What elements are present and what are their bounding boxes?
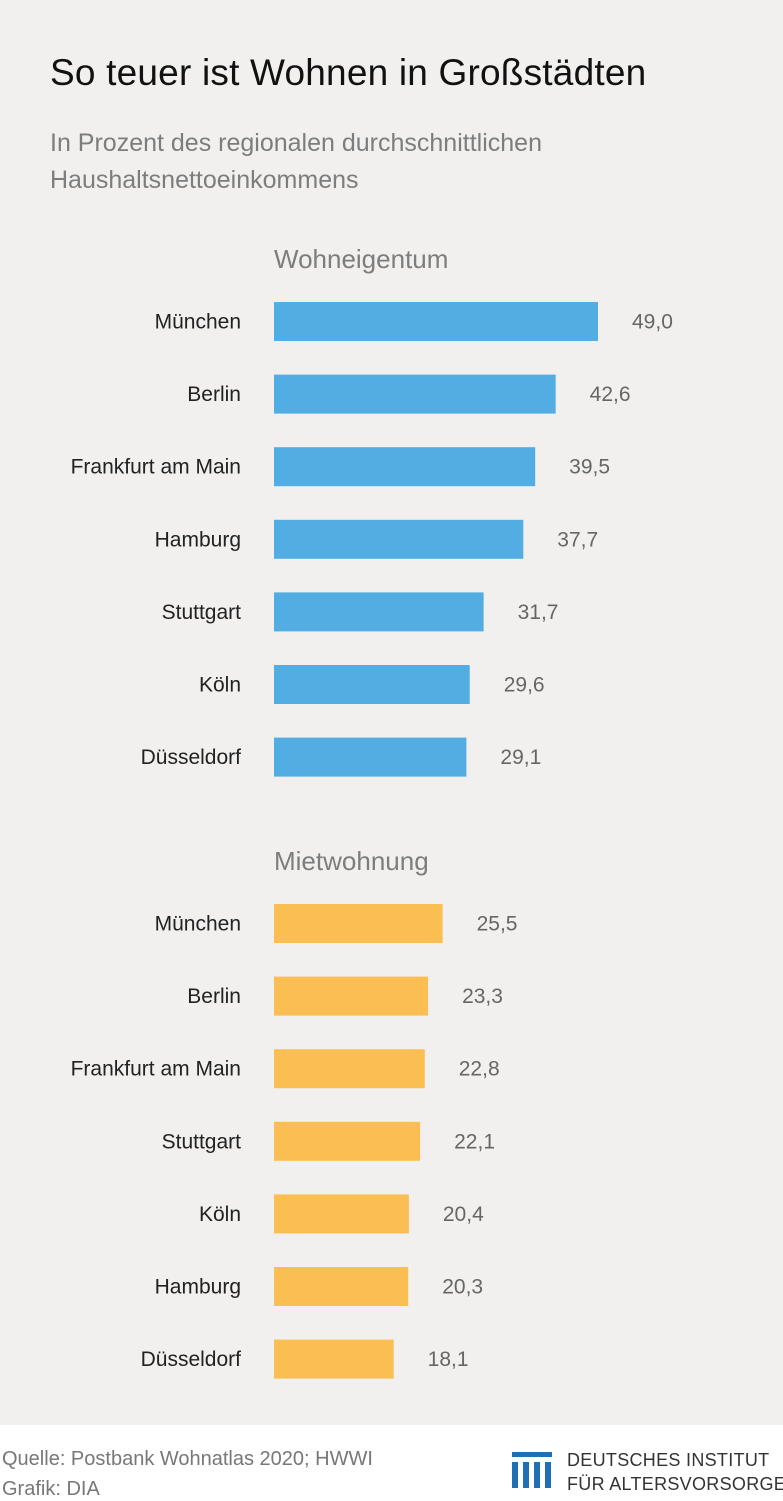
value-label: 20,3 (442, 1276, 483, 1299)
value-label: 31,7 (518, 601, 559, 624)
value-label: 37,7 (557, 528, 598, 551)
bar-charts: Wohneigentum München 49,0 Berlin 42,6 Frankfu… (71, 244, 673, 1379)
dia-logo-icon (512, 1452, 552, 1488)
bar (274, 1194, 409, 1234)
source-text: Quelle: Postbank Wohnatlas 2020; HWWI (2, 1448, 373, 1470)
bar (274, 302, 598, 341)
category-label: Stuttgart (162, 601, 242, 624)
chart-title: So teuer ist Wohnen in Großstädten (50, 52, 647, 93)
category-label: Berlin (187, 985, 241, 1008)
category-label: Hamburg (155, 1276, 241, 1299)
bar (274, 1049, 425, 1089)
chart-canvas (0, 0, 783, 1425)
bar (274, 592, 484, 632)
value-label: 18,1 (428, 1348, 469, 1371)
category-label: Berlin (187, 383, 241, 406)
bar (274, 904, 443, 943)
bar (274, 1339, 394, 1379)
category-label: Hamburg (155, 528, 241, 551)
category-label: Köln (199, 1203, 241, 1226)
category-label: Köln (199, 674, 241, 697)
footer (0, 1425, 783, 1500)
bar (274, 519, 524, 559)
category-label: Frankfurt am Main (71, 1058, 241, 1081)
value-label: 42,6 (590, 383, 631, 406)
bar (274, 374, 556, 414)
value-label: 20,4 (443, 1203, 484, 1226)
credit-text: Grafik: DIA (2, 1478, 100, 1500)
value-label: 25,5 (477, 913, 518, 936)
value-label: 29,6 (504, 674, 545, 697)
value-label: 22,1 (454, 1130, 495, 1153)
bar (274, 976, 429, 1016)
value-label: 39,5 (569, 456, 610, 479)
brand-line-2: FÜR ALTERSVORSORGE (567, 1474, 783, 1494)
category-label: München (155, 913, 241, 936)
bar (274, 665, 470, 704)
category-label: Frankfurt am Main (71, 456, 241, 479)
chart-subtitle: In Prozent des regionalen durchschnittli… (50, 129, 542, 194)
bar (274, 737, 467, 777)
category-label: München (155, 311, 241, 334)
value-label: 22,8 (459, 1058, 500, 1081)
bar (274, 1267, 409, 1306)
section-title-wohneigentum: Wohneigentum (274, 244, 448, 274)
category-label: Düsseldorf (141, 1348, 242, 1371)
bar (274, 1121, 421, 1161)
category-label: Düsseldorf (141, 746, 242, 769)
section-title-mietwohnung: Mietwohnung (274, 846, 429, 876)
value-label: 23,3 (462, 985, 503, 1008)
brand-line-1: DEUTSCHES INSTITUT (567, 1450, 770, 1470)
value-label: 29,1 (500, 746, 541, 769)
bar (274, 447, 536, 487)
category-label: Stuttgart (162, 1130, 242, 1153)
value-label: 49,0 (632, 311, 673, 334)
